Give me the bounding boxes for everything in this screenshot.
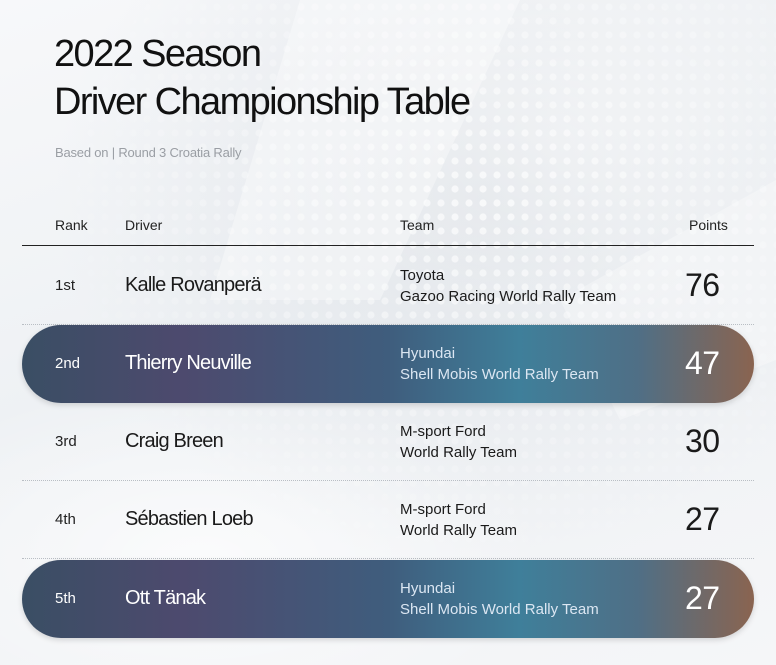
row-rank: 3rd — [55, 433, 77, 450]
table-row-highlighted: 2nd Thierry Neuville Hyundai Shell Mobis… — [22, 325, 754, 403]
row-driver: Ott Tänak — [125, 587, 206, 609]
row-team-line-1: Hyundai — [400, 580, 456, 597]
row-points: 47 — [685, 345, 720, 381]
table-header: Rank Driver Team Points — [22, 206, 754, 246]
column-header-team: Team — [400, 217, 435, 233]
title-line-1: 2022 Season — [54, 33, 262, 75]
row-team-line-1: M-sport Ford — [400, 423, 486, 440]
row-points: 76 — [685, 267, 720, 303]
row-team: Hyundai Shell Mobis World Rally Team — [400, 578, 599, 620]
column-header-driver: Driver — [125, 217, 163, 233]
column-header-rank: Rank — [55, 217, 88, 233]
row-points: 30 — [685, 423, 720, 459]
row-team-line-1: Hyundai — [400, 345, 456, 362]
page-title: 2022 Season Driver Championship Table — [54, 30, 471, 126]
row-team-line-2: Shell Mobis World Rally Team — [400, 366, 599, 383]
row-team: Hyundai Shell Mobis World Rally Team — [400, 343, 599, 385]
row-team-line-2: Shell Mobis World Rally Team — [400, 601, 599, 618]
row-driver: Craig Breen — [125, 430, 224, 452]
row-team-line-1: Toyota — [400, 267, 445, 284]
row-points: 27 — [685, 501, 720, 537]
row-team-line-2: World Rally Team — [400, 444, 517, 461]
table-row: 3rd Craig Breen M-sport Ford World Rally… — [22, 403, 754, 481]
row-rank: 2nd — [55, 355, 81, 372]
row-rank: 5th — [55, 590, 76, 607]
row-team: M-sport Ford World Rally Team — [400, 499, 517, 541]
row-team-line-2: World Rally Team — [400, 522, 517, 539]
row-team: M-sport Ford World Rally Team — [400, 421, 517, 463]
title-line-2: Driver Championship Table — [54, 81, 471, 123]
subtitle: Based on | Round 3 Croatia Rally — [55, 145, 242, 160]
row-points: 27 — [685, 580, 720, 616]
row-driver: Kalle Rovanperä — [125, 274, 262, 296]
table-row-highlighted: 5th Ott Tänak Hyundai Shell Mobis World … — [22, 560, 754, 638]
table-row: 1st Kalle Rovanperä Toyota Gazoo Racing … — [22, 247, 754, 325]
row-team-line-1: M-sport Ford — [400, 501, 486, 518]
row-team-line-2: Gazoo Racing World Rally Team — [400, 288, 617, 305]
row-rank: 4th — [55, 511, 76, 528]
row-rank: 1st — [55, 277, 76, 294]
row-driver: Thierry Neuville — [125, 352, 252, 374]
row-driver: Sébastien Loeb — [125, 508, 254, 530]
table-row: 4th Sébastien Loeb M-sport Ford World Ra… — [22, 481, 754, 559]
column-header-points: Points — [689, 217, 728, 233]
row-team: Toyota Gazoo Racing World Rally Team — [400, 265, 616, 307]
